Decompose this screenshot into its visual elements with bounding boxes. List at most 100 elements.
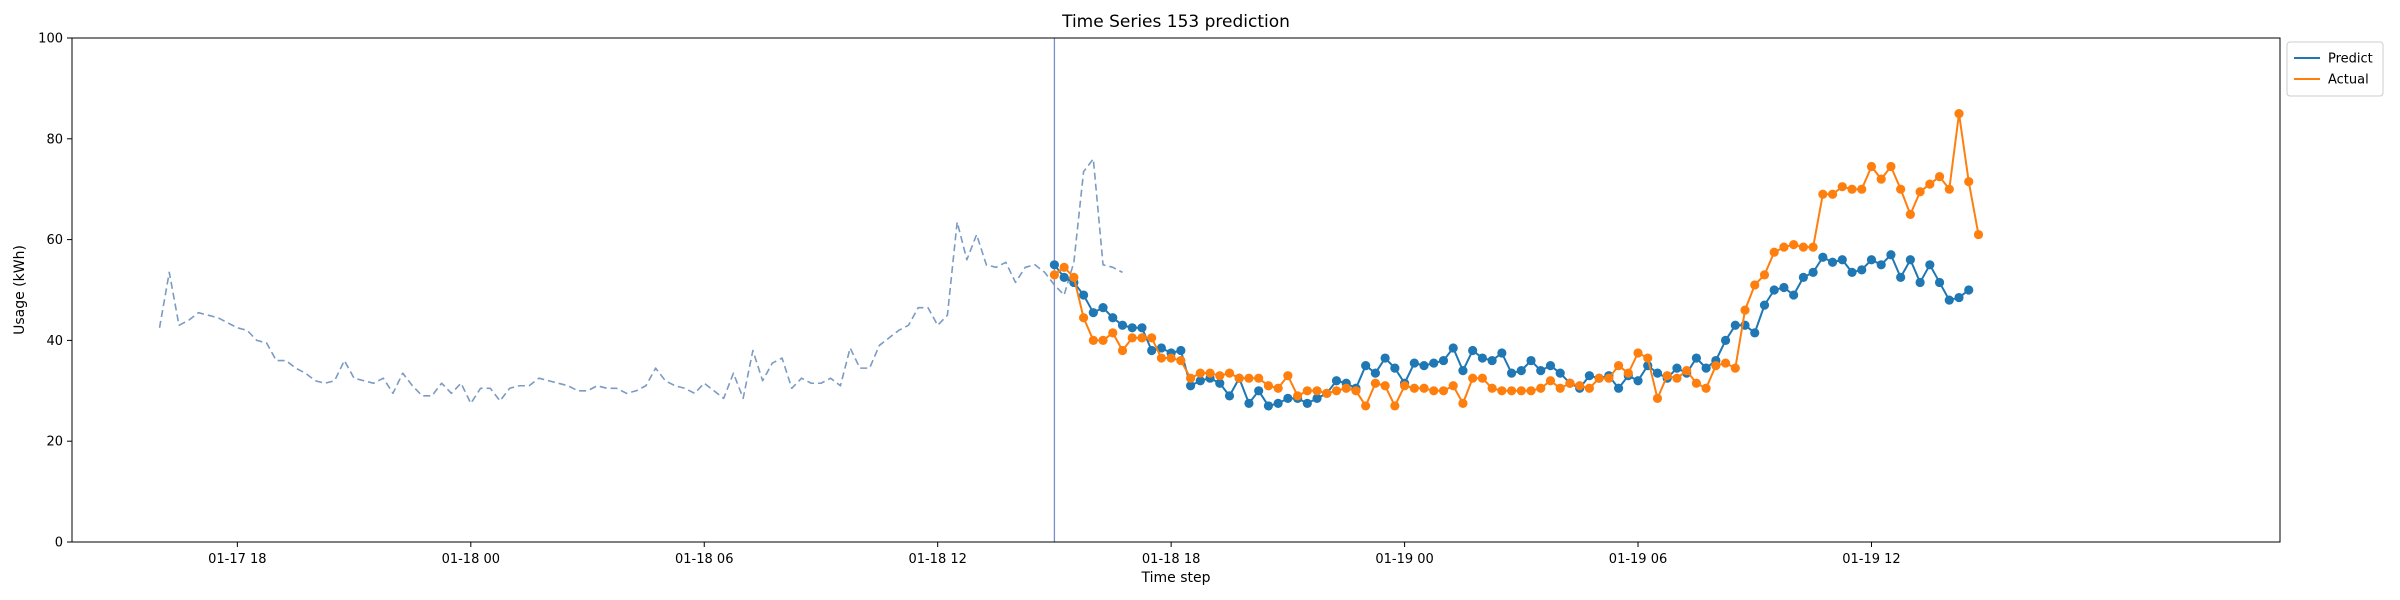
- actual-point: [1954, 109, 1964, 119]
- x-tick-label: 01-19 06: [1609, 552, 1667, 567]
- actual-point: [1672, 373, 1682, 383]
- forecast-point: [1497, 348, 1507, 358]
- forecast-point: [1312, 393, 1322, 403]
- actual-point: [1789, 240, 1799, 250]
- x-tick-label: 01-19 00: [1375, 552, 1433, 567]
- actual-point: [1438, 386, 1449, 396]
- actual-point: [1711, 361, 1721, 371]
- forecast-point: [1827, 257, 1838, 267]
- actual-point: [1147, 333, 1157, 343]
- forecast-point: [1380, 353, 1390, 363]
- actual-point: [1331, 386, 1342, 396]
- forecast-point: [1156, 343, 1167, 353]
- actual-point: [1506, 386, 1517, 396]
- forecast-point: [1672, 363, 1682, 373]
- actual-point: [1108, 328, 1118, 338]
- y-tick-label: 20: [46, 435, 63, 450]
- actual-point: [1098, 335, 1108, 345]
- actual-point: [1516, 386, 1526, 396]
- actual-point: [1429, 386, 1439, 396]
- actual-point: [1273, 383, 1283, 393]
- actual-point: [1934, 172, 1945, 182]
- y-tick-label: 60: [46, 233, 63, 248]
- x-tick-label: 01-18 00: [442, 552, 500, 567]
- y-tick-label: 100: [38, 32, 63, 47]
- actual-point: [1468, 373, 1478, 383]
- actual-point: [1497, 386, 1507, 396]
- actual-point: [1069, 272, 1079, 282]
- forecast-point: [1147, 345, 1157, 356]
- actual-point: [1409, 383, 1419, 393]
- forecast-point: [1701, 363, 1711, 373]
- actual-point: [1798, 242, 1808, 252]
- legend-entry: Predict: [2328, 52, 2373, 67]
- forecast-point: [1789, 290, 1799, 300]
- actual-point: [1896, 184, 1906, 194]
- actual-point: [1750, 280, 1760, 290]
- actual-point: [1905, 209, 1915, 219]
- forecast-point: [1283, 393, 1293, 403]
- forecast-point: [1536, 366, 1546, 376]
- actual-point: [1691, 378, 1701, 388]
- actual-point: [1769, 247, 1779, 257]
- forecast-point: [1516, 366, 1526, 376]
- actual-point: [1302, 386, 1312, 396]
- actual-point: [1545, 376, 1556, 386]
- actual-point: [1827, 189, 1838, 199]
- actual-point: [1419, 383, 1429, 393]
- forecast-point: [1633, 376, 1643, 386]
- actual-point: [1837, 182, 1847, 192]
- actual-point: [1555, 383, 1565, 393]
- forecast-point: [1361, 361, 1371, 371]
- history-series-line: [158, 158, 1123, 405]
- x-tick-label: 01-17 18: [208, 552, 266, 567]
- forecast-point: [1185, 381, 1196, 391]
- actual-point: [1078, 313, 1089, 323]
- actual-point: [1127, 333, 1137, 343]
- actual-point: [1759, 270, 1770, 280]
- forecast-point: [1078, 290, 1089, 300]
- actual-point: [1234, 373, 1244, 383]
- actual-point: [1195, 368, 1205, 378]
- forecast-point: [1468, 345, 1478, 356]
- forecast-point: [1876, 260, 1886, 270]
- actual-point: [1643, 353, 1653, 363]
- forecast-point: [1506, 368, 1517, 378]
- actual-point: [1584, 383, 1594, 393]
- actual-point: [1059, 262, 1069, 272]
- legend-entry: Actual: [2328, 73, 2369, 88]
- forecast-point: [1964, 285, 1974, 295]
- actual-point: [1915, 187, 1925, 197]
- actual-point: [1575, 381, 1585, 391]
- actual-point: [1633, 348, 1643, 358]
- forecast-point: [1127, 323, 1137, 333]
- forecast-point: [1108, 313, 1118, 323]
- actual-point: [1886, 161, 1896, 172]
- actual-point: [1244, 373, 1254, 383]
- forecast-point: [1487, 355, 1497, 366]
- forecast-point: [1769, 285, 1779, 295]
- actual-point: [1526, 386, 1536, 396]
- forecast-point: [1254, 386, 1264, 396]
- forecast-point: [1652, 368, 1663, 378]
- forecast-point: [1302, 398, 1312, 408]
- actual-point: [1682, 366, 1692, 376]
- forecast-point: [1331, 376, 1342, 386]
- forecast-point: [1934, 277, 1945, 288]
- forecast-point: [1224, 391, 1235, 401]
- actual-point: [1808, 242, 1818, 252]
- forecast-point: [1886, 250, 1896, 260]
- actual-point: [1720, 358, 1731, 368]
- actual-point: [1701, 383, 1711, 393]
- forecast-point: [1866, 255, 1877, 265]
- forecast-point: [1049, 260, 1060, 270]
- y-tick-label: 0: [55, 536, 63, 551]
- forecast-point: [1370, 368, 1380, 378]
- actual-point: [1944, 184, 1954, 194]
- legend: Predict Actual: [2286, 41, 2384, 97]
- forecast-point: [1915, 277, 1925, 288]
- actual-point: [1224, 368, 1235, 378]
- actual-point: [1322, 388, 1332, 398]
- forecast-point: [1555, 368, 1565, 378]
